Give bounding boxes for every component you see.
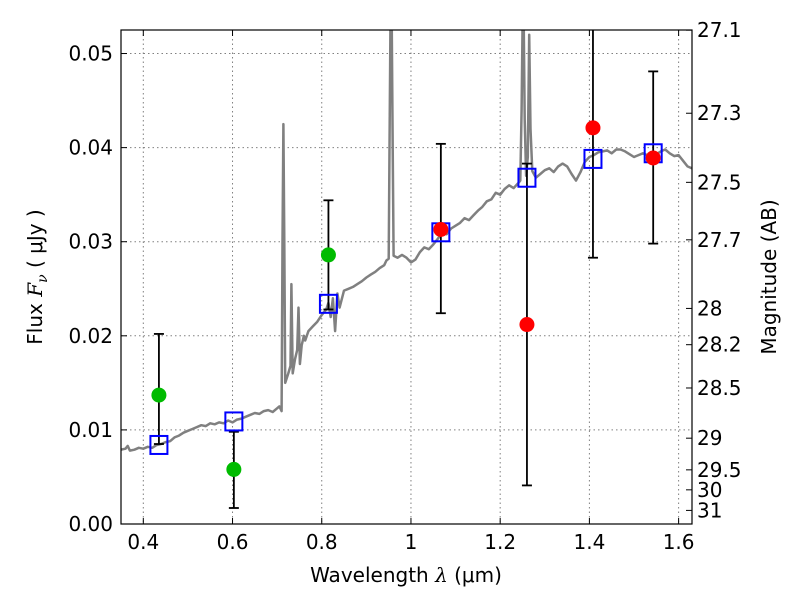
y2-tick-label: 31: [697, 498, 722, 522]
y-tick-label: 0.04: [68, 136, 113, 160]
y2-tick-label: 27.1: [697, 18, 742, 42]
y2-tick-label: 27.5: [697, 170, 742, 194]
x-tick-label: 1.6: [663, 530, 695, 554]
x-tick-label: 0.8: [306, 530, 338, 554]
model-photometry-square: [149, 434, 169, 455]
y-tick-label: 0.02: [68, 324, 113, 348]
hst-data-point: [585, 120, 601, 136]
model-spectrum-layer: [121, 30, 692, 452]
y2-tick-label: 30: [697, 478, 722, 502]
y2-tick-label: 28.2: [697, 333, 742, 357]
ground-data-point: [320, 247, 336, 263]
y-tick-label: 0.05: [68, 42, 113, 66]
y2-axis-label: Magnitude (AB): [757, 199, 781, 354]
x-tick-label: 1: [405, 530, 418, 554]
x-tick-label: 1.4: [573, 530, 605, 554]
ticks-layer: 0.4 0.6 0.8 1 1.2 1.4 1.6 0.00 0.01 0.02 0.03 0.04 0…: [68, 18, 741, 554]
markers-layer: [149, 120, 663, 477]
y2-tick-label: 29: [697, 426, 722, 450]
hst-data-point: [433, 221, 449, 237]
model-photometry-square: [224, 411, 244, 432]
y2-tick-label: 28.5: [697, 376, 742, 400]
x-tick-label: 0.6: [217, 530, 249, 554]
y-tick-label: 0.01: [68, 418, 113, 442]
ground-data-point: [226, 461, 242, 477]
model-photometry-square: [318, 293, 338, 314]
ground-data-point: [151, 387, 167, 403]
x-tick-label: 1.2: [484, 530, 516, 554]
y2-tick-label: 27.7: [697, 228, 742, 252]
model-photometry-square: [517, 167, 537, 188]
plot-frame: [120, 29, 693, 525]
x-tick-label: 0.4: [127, 530, 159, 554]
hst-data-point: [519, 317, 535, 333]
model-photometry-square: [583, 148, 603, 169]
x-axis-label: Wavelength λ (μm): [310, 563, 502, 587]
y2-tick-label: 29.5: [697, 458, 742, 482]
y2-tick-label: 28: [697, 296, 722, 320]
y-tick-label: 0.00: [68, 512, 113, 536]
y2-tick-label: 27.3: [697, 101, 742, 125]
y-axis-label: Flux Fν ( μJy ): [23, 209, 51, 344]
y-tick-label: 0.03: [68, 230, 113, 254]
hst-data-point: [645, 150, 661, 166]
model-spectrum-line: [121, 30, 692, 452]
